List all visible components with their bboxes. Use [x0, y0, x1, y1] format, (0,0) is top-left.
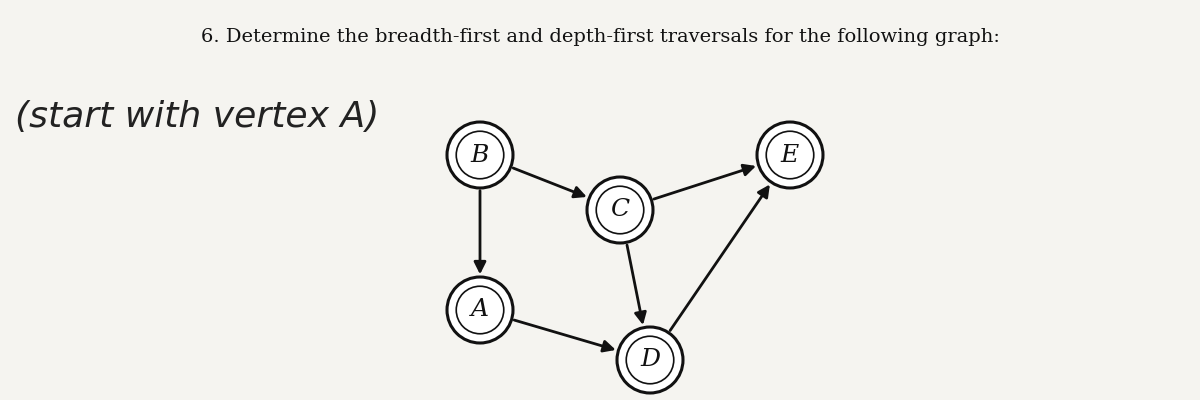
Text: 6. Determine the breadth-first and depth-first traversals for the following grap: 6. Determine the breadth-first and depth…	[200, 28, 1000, 46]
Circle shape	[596, 186, 643, 234]
Circle shape	[617, 327, 683, 393]
Text: B: B	[470, 144, 490, 166]
Text: (start with vertex A): (start with vertex A)	[14, 100, 379, 134]
Circle shape	[757, 122, 823, 188]
Text: D: D	[640, 348, 660, 372]
Circle shape	[587, 177, 653, 243]
Circle shape	[456, 286, 504, 334]
Circle shape	[456, 131, 504, 179]
Circle shape	[446, 122, 514, 188]
Circle shape	[767, 131, 814, 179]
Circle shape	[626, 336, 673, 384]
Text: C: C	[611, 198, 630, 222]
Text: A: A	[470, 298, 490, 322]
Circle shape	[446, 277, 514, 343]
Text: E: E	[781, 144, 799, 166]
